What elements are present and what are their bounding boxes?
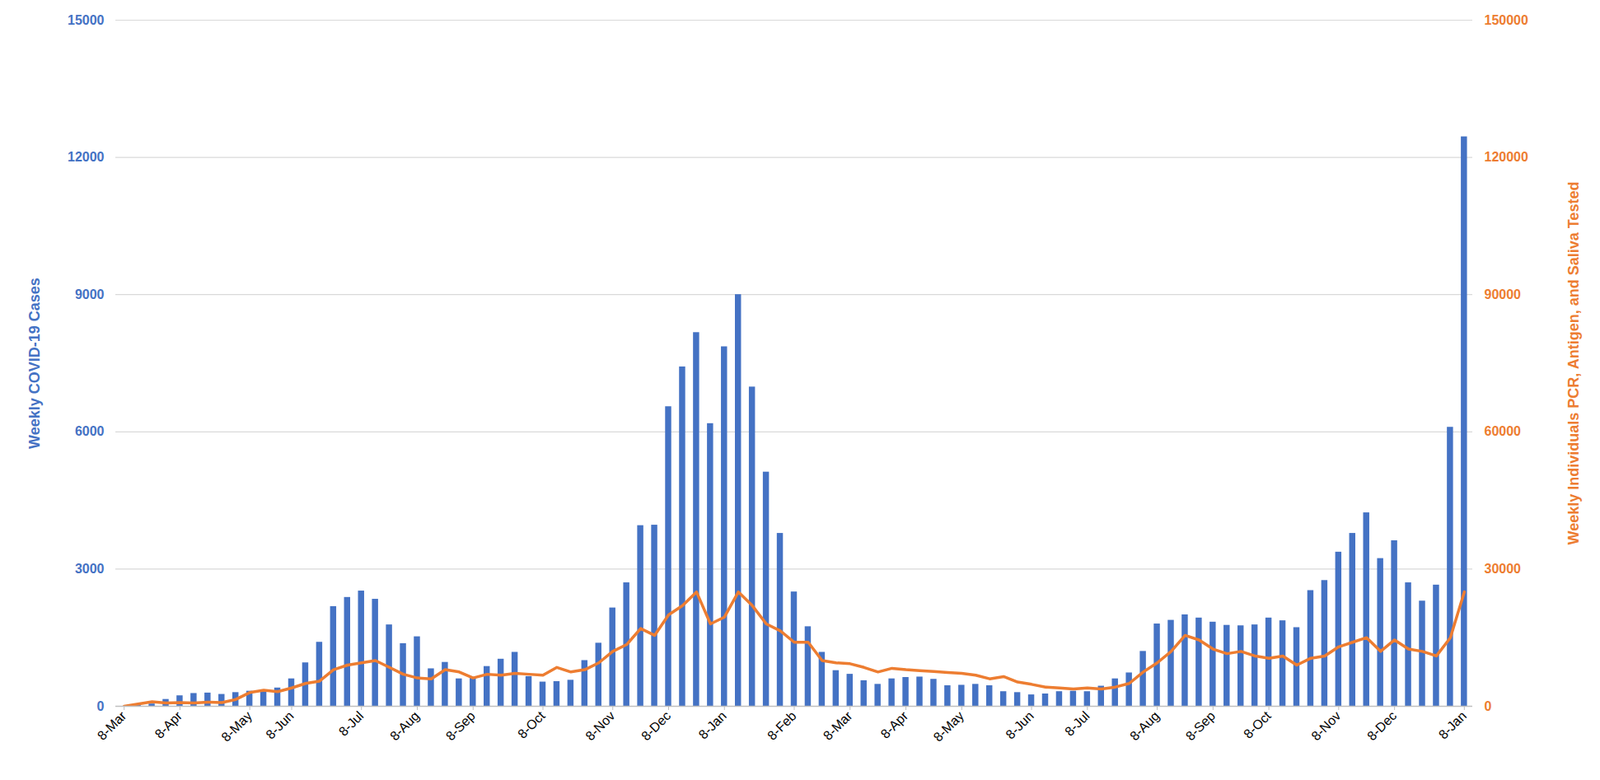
svg-text:8-Mar: 8-Mar: [94, 708, 130, 744]
svg-text:60000: 60000: [1484, 424, 1522, 439]
svg-text:0: 0: [1484, 699, 1493, 714]
svg-text:12000: 12000: [67, 149, 105, 164]
svg-text:150000: 150000: [1484, 13, 1529, 28]
svg-text:8-Sep: 8-Sep: [443, 708, 478, 744]
svg-text:8-May: 8-May: [218, 708, 254, 744]
svg-text:8-May: 8-May: [930, 708, 967, 744]
svg-text:30000: 30000: [1484, 561, 1522, 576]
svg-text:8-Apr: 8-Apr: [878, 708, 912, 742]
svg-text:8-Jul: 8-Jul: [1061, 708, 1093, 740]
svg-text:0: 0: [97, 699, 105, 714]
svg-text:8-Feb: 8-Feb: [764, 708, 800, 744]
svg-text:8-Oct: 8-Oct: [514, 708, 548, 742]
svg-text:8-Jul: 8-Jul: [336, 708, 367, 740]
svg-text:8-Jan: 8-Jan: [696, 708, 730, 742]
svg-text:9000: 9000: [74, 287, 105, 302]
html-text:Weekly COVID-19 Cases: Weekly COVID-19 Cases: [25, 277, 43, 449]
svg-text:8-Dec: 8-Dec: [1364, 708, 1399, 744]
svg-text:8-Jun: 8-Jun: [262, 708, 296, 742]
svg-text:3000: 3000: [74, 561, 105, 576]
svg-text:8-Sep: 8-Sep: [1183, 708, 1218, 744]
svg-text:15000: 15000: [67, 13, 105, 28]
svg-text:8-Aug: 8-Aug: [387, 708, 422, 744]
svg-text:6000: 6000: [74, 424, 105, 439]
svg-text:8-Apr: 8-Apr: [151, 708, 185, 742]
svg-text:8-Jan: 8-Jan: [1436, 708, 1470, 742]
svg-text:8-Nov: 8-Nov: [1308, 708, 1343, 744]
svg-text:8-Mar: 8-Mar: [820, 708, 856, 744]
svg-text:8-Oct: 8-Oct: [1240, 708, 1274, 742]
svg-text:8-Jun: 8-Jun: [1002, 708, 1036, 742]
svg-text:90000: 90000: [1484, 287, 1522, 302]
html-text:Weekly Individuals PCR, Antige: Weekly Individuals PCR, Antigen, and Sal…: [1564, 181, 1582, 545]
svg-text:120000: 120000: [1484, 149, 1529, 164]
svg-text:8-Aug: 8-Aug: [1127, 708, 1162, 744]
svg-text:8-Nov: 8-Nov: [582, 708, 618, 744]
svg-text:8-Dec: 8-Dec: [638, 708, 674, 744]
